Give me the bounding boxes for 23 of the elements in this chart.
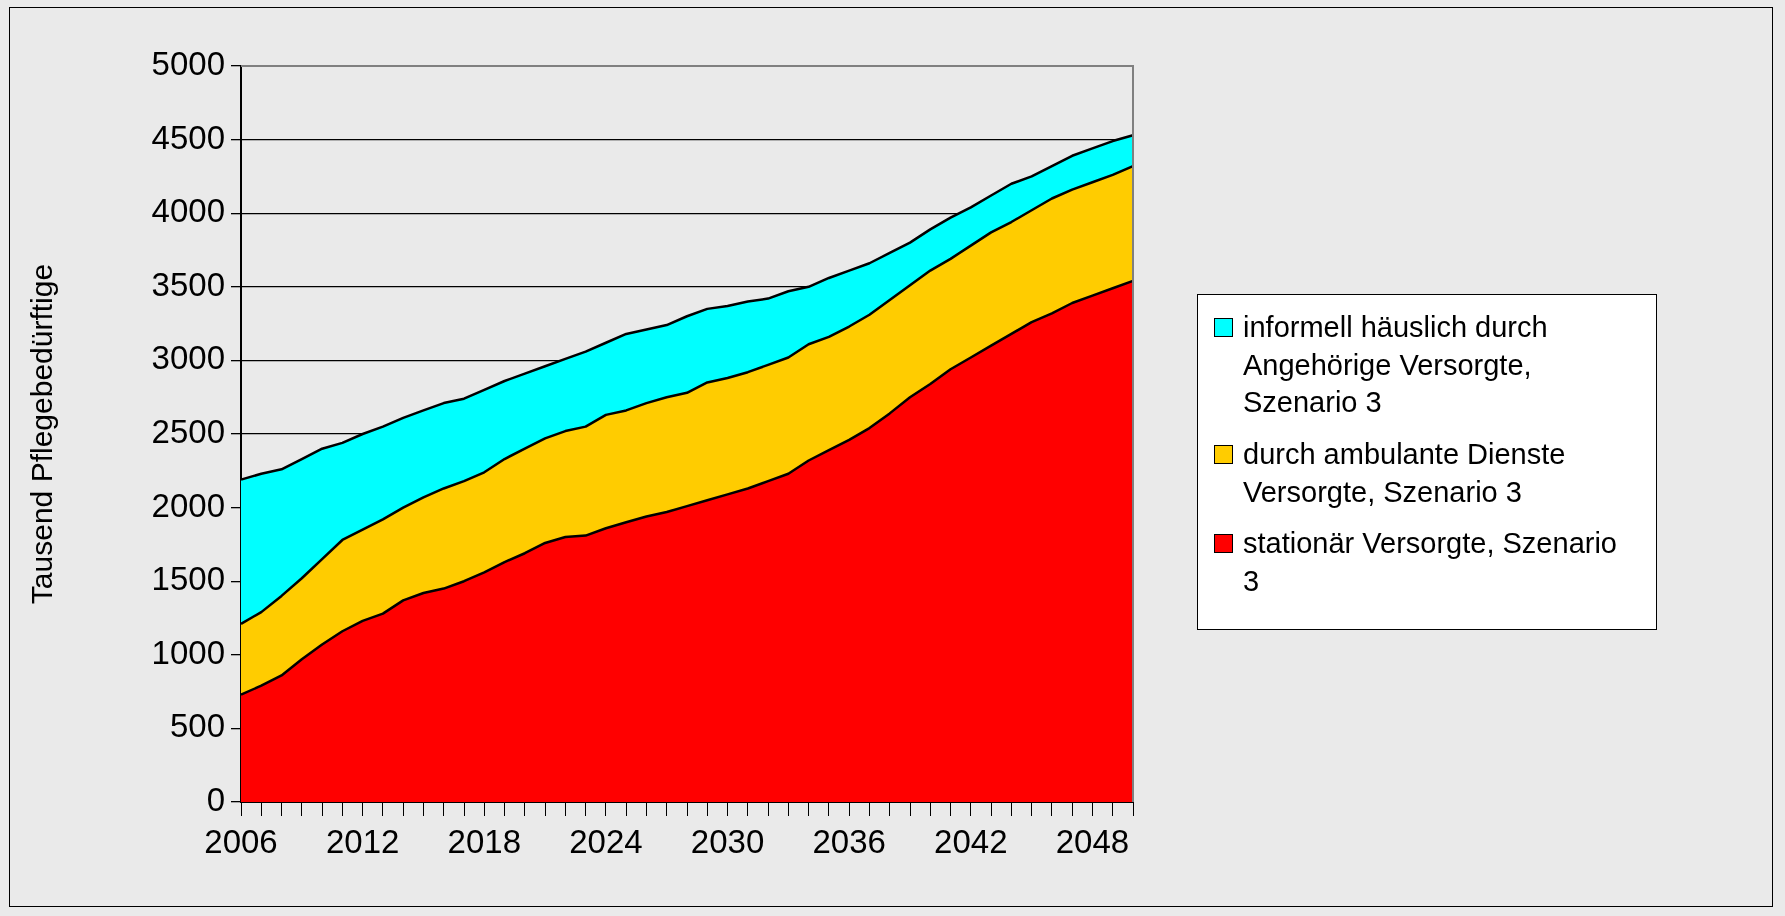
y-tick-label: 4000	[151, 192, 225, 230]
x-tick-label: 2036	[812, 822, 886, 860]
y-axis-title: Tausend Pflegebedürftige	[25, 263, 59, 605]
legend-label: informell häuslich durch Angehörige Versorgte, Szenario 3	[1243, 310, 1549, 421]
x-tick-label: 2024	[569, 822, 643, 860]
y-tick-label: 2500	[151, 413, 225, 451]
x-tick-label: 2042	[934, 822, 1008, 860]
y-tick-label: 5000	[151, 45, 225, 83]
x-tick-label: 2018	[447, 822, 521, 860]
x-tick-label: 2048	[1055, 822, 1130, 860]
x-tick-label: 2006	[204, 822, 278, 860]
legend-label: stationär Versorgte, Szenario 3	[1243, 526, 1618, 600]
y-tick-label: 3500	[151, 265, 225, 303]
y-tick-label: 2000	[151, 486, 225, 524]
x-tick-label: 2012	[325, 822, 400, 860]
y-tick-label: 1000	[151, 633, 225, 671]
y-tick-label: 1500	[151, 560, 225, 598]
y-tick-label: 500	[169, 707, 225, 745]
legend-label: durch ambulante Dienste Versorgte, Szenario 3	[1243, 437, 1567, 510]
y-tick-label: 4500	[151, 118, 225, 156]
y-tick-label: 3000	[151, 339, 225, 377]
y-tick-label: 0	[206, 781, 225, 819]
x-tick-label: 2030	[690, 822, 765, 860]
